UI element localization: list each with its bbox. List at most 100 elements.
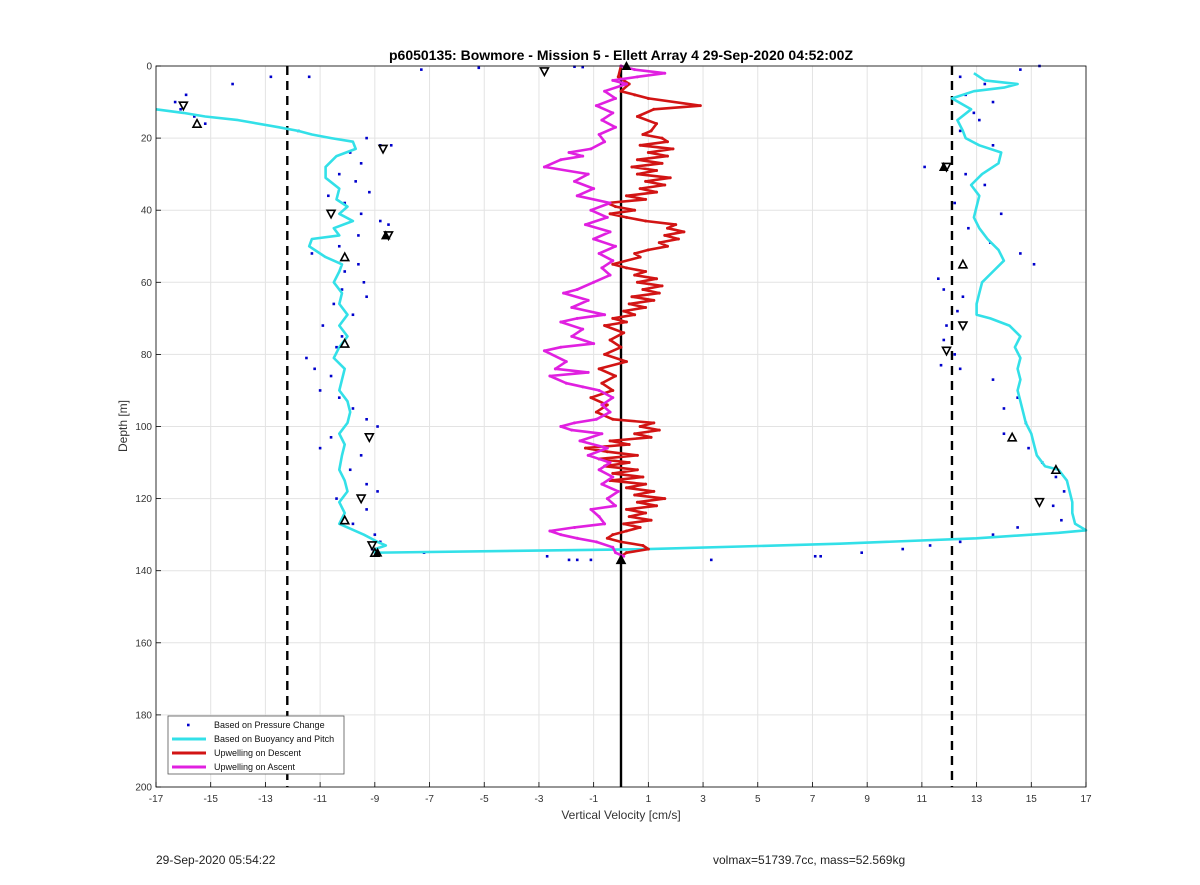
- pressure-point: [581, 65, 585, 69]
- series-point: [611, 78, 615, 82]
- series-point: [635, 114, 639, 118]
- down-triangle-marker: [178, 101, 189, 112]
- pressure-point: [923, 165, 926, 169]
- pressure-point: [365, 482, 368, 486]
- series-point: [644, 306, 648, 310]
- series-point: [624, 266, 628, 270]
- pressure-point: [348, 468, 352, 472]
- pressure-point: [589, 558, 593, 562]
- series-point: [663, 71, 667, 75]
- series-point: [611, 388, 615, 392]
- series-point: [633, 208, 637, 212]
- series-point: [611, 471, 615, 475]
- series-point: [581, 154, 585, 158]
- series-point: [635, 468, 639, 472]
- legend-label: Based on Pressure Change: [214, 720, 325, 730]
- series-point: [562, 291, 566, 295]
- x-tick-label: 13: [971, 794, 983, 805]
- series-point: [638, 425, 642, 428]
- y-tick-label: 100: [135, 422, 152, 433]
- series-point: [581, 385, 585, 389]
- pressure-point: [709, 558, 713, 562]
- series-point: [586, 370, 590, 374]
- series-point: [660, 161, 664, 165]
- pressure-point: [1019, 252, 1022, 255]
- series-point: [649, 435, 653, 439]
- series-line: [543, 64, 667, 558]
- series-point: [627, 302, 631, 306]
- series-point: [663, 497, 667, 501]
- y-tick-label: 80: [141, 350, 153, 361]
- y-tick-label: 60: [141, 278, 153, 289]
- series-point: [633, 313, 637, 317]
- series-point: [671, 147, 675, 151]
- series-point: [605, 403, 609, 407]
- reference-lines: [286, 66, 954, 787]
- series-point: [646, 96, 650, 100]
- pressure-point: [991, 100, 995, 104]
- series-point: [542, 349, 546, 353]
- filled-triangle-marker: [372, 547, 383, 557]
- series-point: [657, 428, 661, 432]
- series-point: [583, 446, 587, 450]
- pressure-point: [357, 234, 360, 237]
- series-point: [603, 522, 607, 526]
- series-point: [573, 525, 576, 529]
- legend: Based on Pressure Change Based on Buoyanc…: [167, 715, 345, 775]
- series-point: [614, 205, 618, 209]
- series-point: [624, 360, 628, 364]
- pressure-point: [1019, 68, 1022, 71]
- series-point: [676, 237, 680, 241]
- pressure-point: [964, 172, 967, 176]
- x-tick-label: -13: [258, 794, 273, 805]
- pressure-point: [860, 551, 864, 554]
- series-point: [663, 233, 667, 237]
- series-point: [635, 280, 639, 284]
- series-point: [603, 89, 607, 93]
- series-point: [624, 82, 628, 86]
- series-point: [655, 277, 659, 281]
- series-point: [646, 547, 650, 551]
- pressure-point: [420, 68, 423, 71]
- marker-layer: [178, 60, 1062, 565]
- footer-timestamp: 29-Sep-2020 05:54:22: [156, 853, 276, 867]
- series-point: [597, 251, 601, 255]
- series-point: [581, 327, 585, 331]
- up-triangle-marker: [957, 258, 969, 269]
- series-point: [698, 104, 702, 108]
- pressure-point: [387, 223, 390, 226]
- pressure-point: [953, 201, 957, 205]
- pressure-point: [928, 544, 932, 547]
- series-point: [567, 151, 571, 155]
- series-point: [633, 493, 637, 497]
- series-point: [603, 313, 607, 317]
- series-point: [570, 334, 574, 338]
- pressure-point: [1062, 490, 1066, 493]
- pressure-point: [942, 338, 946, 342]
- series-point: [655, 169, 659, 173]
- down-triangle-marker: [1034, 497, 1045, 508]
- y-tick-label: 120: [135, 494, 152, 505]
- pressure-point: [378, 219, 382, 223]
- series-point: [608, 273, 612, 277]
- series-point: [624, 486, 628, 490]
- pressure-point: [335, 345, 338, 349]
- pressure-point: [365, 508, 368, 511]
- series-point: [586, 172, 590, 176]
- series-point: [619, 540, 623, 544]
- x-tick-label: -11: [313, 794, 327, 805]
- series-based-on-pressure-change: [173, 64, 1066, 562]
- pressure-point: [819, 554, 822, 558]
- series-point: [619, 345, 623, 349]
- pressure-point: [318, 446, 322, 450]
- series-point: [655, 122, 659, 126]
- pressure-point: [368, 190, 371, 194]
- pressure-point: [332, 302, 336, 306]
- pressure-point: [337, 244, 341, 248]
- series-point: [633, 432, 637, 436]
- x-tick-label: 7: [810, 794, 816, 805]
- pressure-point: [1002, 407, 1006, 410]
- series-point: [624, 507, 628, 511]
- pressure-point: [269, 75, 273, 79]
- series-point: [589, 147, 593, 151]
